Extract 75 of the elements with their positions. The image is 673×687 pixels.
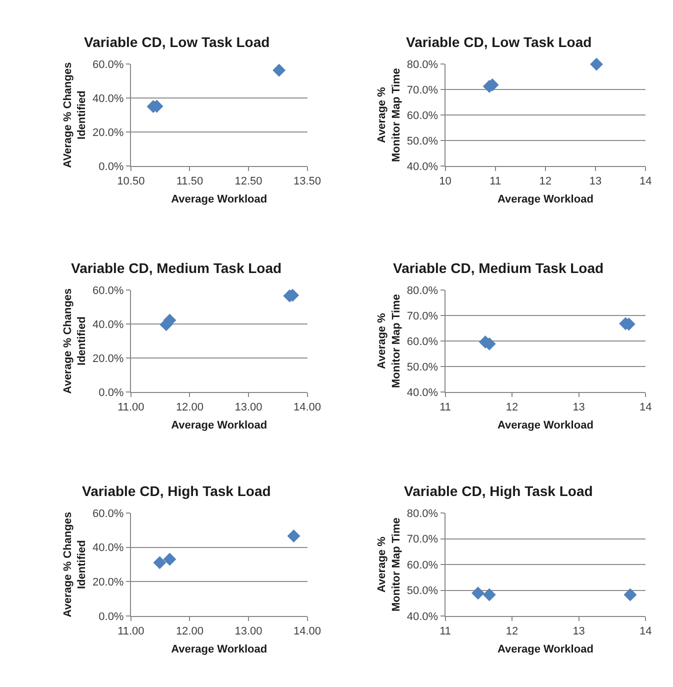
y-tick-label: 50.0% <box>406 361 438 374</box>
x-tick-label: 12.50 <box>234 175 262 188</box>
y-tick-label: 50.0% <box>406 135 438 148</box>
x-axis-title: Average Workload <box>171 644 268 656</box>
y-tick-label: 0.0% <box>98 386 124 399</box>
x-tick-label: 11 <box>440 401 451 414</box>
point <box>163 552 176 566</box>
point <box>287 530 300 543</box>
chart-title: Variable CD, Medium Task Load <box>393 260 604 276</box>
y-tick-label: 40.0% <box>92 92 124 105</box>
x-tick-label: 12.00 <box>176 625 204 638</box>
x-axis-title: Average Workload <box>497 194 594 206</box>
y-tick-label: 40.0% <box>92 542 124 554</box>
y-tick-label: 20.0% <box>92 126 124 139</box>
x-tick-label: 14 <box>639 625 652 638</box>
y-tick-label: 60.0% <box>92 58 124 71</box>
chart-title: Variable CD, High Task Load <box>82 483 271 499</box>
y-axis-title: Average % Changes Identified <box>62 512 88 618</box>
y-tick-label: 20.0% <box>92 352 124 365</box>
x-tick-label: 13.00 <box>234 401 262 414</box>
y-tick-label: 0.0% <box>98 610 124 623</box>
x-tick-label: 13 <box>572 625 585 638</box>
y-tick-label: 70.0% <box>406 84 438 96</box>
y-axis-title: Average % Changes Identified <box>62 288 88 394</box>
y-axis-title: Average % Monitor Map Time <box>376 518 403 612</box>
x-axis-title: Average Workload <box>497 420 594 432</box>
x-tick-label: 11 <box>440 625 451 638</box>
y-axis-title: Average % Monitor Map Time <box>376 294 403 388</box>
y-tick-label: 60.0% <box>406 110 438 122</box>
y-tick-label: 40.0% <box>406 386 438 399</box>
x-tick-label: 13.50 <box>294 175 322 188</box>
chart-title: Variable CD, Low Task Load <box>406 34 592 50</box>
y-axis-title: AVerage % Changes Identified <box>62 62 88 168</box>
chart-title: Variable CD, Low Task Load <box>84 34 270 50</box>
x-tick-label: 11 <box>490 175 502 188</box>
y-tick-label: 0.0% <box>98 160 124 173</box>
x-axis-title: Average Workload <box>171 420 268 432</box>
point <box>590 58 604 71</box>
y-tick-label: 60.0% <box>92 284 124 297</box>
point <box>153 556 166 570</box>
y-tick-label: 80.0% <box>406 284 438 297</box>
x-tick-label: 14.00 <box>294 401 322 414</box>
y-tick-label: 60.0% <box>406 336 438 348</box>
x-tick-label: 13.00 <box>234 625 262 638</box>
x-axis-title: Average Workload <box>171 194 268 206</box>
x-tick-label: 12 <box>506 401 518 414</box>
y-tick-label: 40.0% <box>406 610 438 623</box>
x-tick-label: 14.00 <box>294 625 322 638</box>
x-tick-label: 10.50 <box>117 175 145 188</box>
y-tick-label: 40.0% <box>92 318 124 331</box>
y-axis-title: Average % Monitor Map Time <box>376 68 403 162</box>
y-tick-label: 70.0% <box>406 534 438 546</box>
x-tick-label: 12 <box>539 175 552 188</box>
x-tick-label: 13 <box>589 175 602 188</box>
x-tick-label: 12 <box>506 625 518 638</box>
chart-title: Variable CD, High Task Load <box>404 483 593 499</box>
x-tick-label: 13 <box>572 401 585 414</box>
x-tick-label: 10 <box>439 175 452 188</box>
y-tick-label: 80.0% <box>406 58 438 71</box>
point <box>272 64 286 77</box>
x-tick-label: 11.00 <box>118 401 144 414</box>
y-tick-label: 40.0% <box>406 160 438 173</box>
x-axis-title: Average Workload <box>497 644 594 656</box>
y-tick-label: 80.0% <box>406 508 438 520</box>
x-tick-label: 14 <box>639 175 652 188</box>
y-tick-label: 60.0% <box>406 559 438 572</box>
y-tick-label: 20.0% <box>92 576 124 589</box>
chart-title: Variable CD, Medium Task Load <box>71 260 282 276</box>
y-tick-label: 60.0% <box>92 508 124 520</box>
x-tick-label: 11.00 <box>118 625 144 638</box>
y-tick-label: 50.0% <box>406 585 438 598</box>
x-tick-label: 12.00 <box>176 401 204 414</box>
x-tick-label: 11.50 <box>176 175 204 188</box>
x-tick-label: 14 <box>639 401 652 414</box>
y-tick-label: 70.0% <box>406 310 438 322</box>
